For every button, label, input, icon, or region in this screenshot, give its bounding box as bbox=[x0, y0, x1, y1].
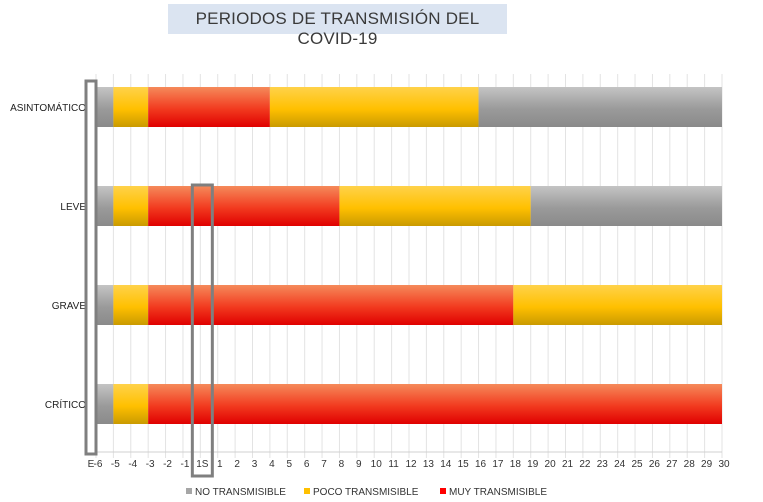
tick-label: -5 bbox=[111, 459, 120, 470]
legend-swatch bbox=[440, 488, 446, 494]
tick-label: 3 bbox=[252, 459, 258, 470]
tick-label: 25 bbox=[631, 459, 643, 470]
tick-label: 2 bbox=[234, 459, 240, 470]
legend-label: MUY TRANSMISIBLE bbox=[449, 487, 547, 498]
bar-segment bbox=[148, 186, 340, 226]
tick-label: 19 bbox=[527, 459, 539, 470]
tick-label: 21 bbox=[562, 459, 574, 470]
tick-label: 14 bbox=[440, 459, 452, 470]
legend-swatch bbox=[304, 488, 310, 494]
bar-segment bbox=[113, 384, 149, 424]
bar-segment bbox=[96, 384, 114, 424]
tick-label: 10 bbox=[371, 459, 383, 470]
category-labels: ASINTOMÁTICO LEVE GRAVE CRÍTICO bbox=[10, 101, 86, 411]
highlight-box-1s bbox=[190, 183, 214, 478]
tick-label: 6 bbox=[304, 459, 310, 470]
tick-label: 28 bbox=[684, 459, 696, 470]
bar-segment bbox=[148, 384, 722, 424]
tick-label: 23 bbox=[597, 459, 609, 470]
tick-label: 5 bbox=[286, 459, 292, 470]
bar-segment bbox=[530, 186, 722, 226]
highlight-box-start bbox=[84, 79, 98, 456]
tick-label: -2 bbox=[163, 459, 172, 470]
bar-segment bbox=[113, 87, 149, 127]
bar-segment bbox=[113, 285, 149, 325]
chart-title-box: PERIODOS DE TRANSMISIÓN DEL COVID-19 bbox=[168, 4, 507, 48]
tick-label: 9 bbox=[356, 459, 362, 470]
bar-segment bbox=[148, 87, 270, 127]
tick-label: 24 bbox=[614, 459, 626, 470]
tick-label: -4 bbox=[128, 459, 137, 470]
category-label: GRAVE bbox=[52, 301, 87, 312]
tick-label: -1 bbox=[180, 459, 189, 470]
bar-segment bbox=[478, 87, 722, 127]
tick-label: 7 bbox=[321, 459, 327, 470]
tick-label: 13 bbox=[423, 459, 435, 470]
tick-label: 11 bbox=[388, 459, 399, 470]
bar-segment bbox=[96, 87, 114, 127]
category-label: LEVE bbox=[60, 202, 86, 213]
tick-label: 15 bbox=[458, 459, 470, 470]
tick-label: 18 bbox=[510, 459, 522, 470]
tick-label: E bbox=[88, 459, 95, 470]
bar-segment bbox=[269, 87, 479, 127]
bar-segment bbox=[148, 285, 514, 325]
legend: NO TRANSMISIBLE POCO TRANSMISIBLE MUY TRAN… bbox=[186, 487, 547, 498]
legend-swatch bbox=[186, 488, 192, 494]
highlight-boxes bbox=[84, 79, 214, 478]
tick-label: 12 bbox=[405, 459, 417, 470]
tick-label: 22 bbox=[579, 459, 591, 470]
legend-label: POCO TRANSMISIBLE bbox=[313, 487, 419, 498]
tick-label: 29 bbox=[701, 459, 713, 470]
chart-title: PERIODOS DE TRANSMISIÓN DEL COVID-19 bbox=[195, 9, 480, 48]
bar-segment bbox=[96, 186, 114, 226]
bar-segment bbox=[96, 285, 114, 325]
tick-label: 16 bbox=[475, 459, 487, 470]
bar-segment bbox=[513, 285, 722, 325]
tick-label: 4 bbox=[269, 459, 275, 470]
bars bbox=[96, 87, 722, 424]
tick-label: 17 bbox=[492, 459, 504, 470]
tick-label: 8 bbox=[339, 459, 345, 470]
x-tick-labels: E -6 -5 -4 -3 -2 -1 1S 1 2 3 4 5 6 7 8 9 10 11 12 13 14 15 16 17… bbox=[88, 459, 730, 470]
bar-segment bbox=[339, 186, 531, 226]
bar-segment bbox=[113, 186, 149, 226]
tick-label: 1S bbox=[196, 459, 209, 470]
category-label: ASINTOMÁTICO bbox=[10, 101, 86, 114]
tick-label: 26 bbox=[649, 459, 661, 470]
category-label: CRÍTICO bbox=[45, 398, 86, 411]
tick-label: 27 bbox=[666, 459, 678, 470]
tick-label: 20 bbox=[545, 459, 557, 470]
tick-label: -6 bbox=[94, 459, 103, 470]
legend-label: NO TRANSMISIBLE bbox=[195, 487, 286, 498]
tick-label: -3 bbox=[146, 459, 155, 470]
tick-label: 30 bbox=[718, 459, 730, 470]
tick-label: 1 bbox=[217, 459, 223, 470]
